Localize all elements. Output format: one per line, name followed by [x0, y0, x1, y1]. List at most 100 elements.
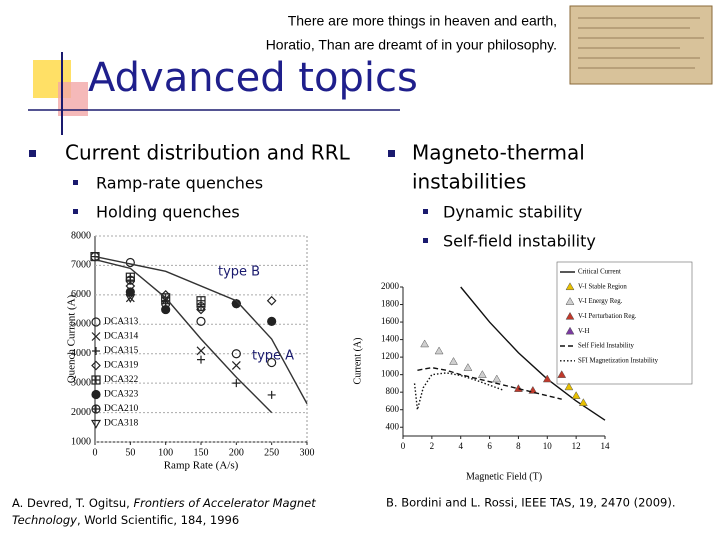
- marker: [571, 391, 581, 399]
- marker-part: [90, 419, 102, 429]
- marker: [125, 287, 135, 297]
- marker: [266, 295, 277, 306]
- annotation: type B: [218, 265, 260, 280]
- marker-part: [571, 391, 581, 399]
- marker-part: [266, 295, 277, 306]
- marker-part: [565, 282, 575, 291]
- series-line: [94, 258, 273, 414]
- y-tick-label: 1600: [381, 316, 400, 326]
- legend-label: DCA315: [104, 346, 139, 356]
- marker-part: [161, 299, 170, 308]
- caption-part: A. Devred, T. Ogitsu,: [12, 496, 134, 510]
- series-line: [417, 366, 562, 400]
- manuscript-lines: [578, 17, 704, 69]
- marker: [542, 374, 552, 383]
- x-tick-label: 250: [264, 447, 279, 458]
- y-tick-label: 6000: [71, 289, 91, 300]
- marker-part: [542, 374, 552, 383]
- legend-label: SFI Magnetization Instability: [578, 357, 659, 364]
- marker-part: [126, 276, 135, 285]
- y-tick-label: 7000: [71, 260, 91, 271]
- marker: [513, 384, 523, 392]
- marker: [90, 419, 102, 429]
- marker: [91, 389, 101, 400]
- bullet: [73, 209, 78, 214]
- marker-part: [92, 376, 100, 384]
- marker-part: [565, 297, 575, 305]
- marker: [125, 257, 135, 268]
- x-axis-label: Ramp Rate (A/s): [164, 460, 239, 472]
- marker-part: [434, 346, 444, 355]
- y-tick-label: 800: [386, 386, 400, 396]
- legend-label: DCA313: [104, 317, 139, 327]
- marker: [91, 404, 101, 414]
- legend-label: V-I Stable Region: [578, 283, 627, 290]
- marker: [449, 356, 458, 365]
- marker: [91, 375, 101, 385]
- marker-part: [231, 299, 241, 309]
- legend-label: DCA318: [104, 419, 139, 429]
- y-tick-label: 1800: [381, 299, 400, 309]
- marker-part: [232, 379, 241, 388]
- y-tick-label: 3000: [71, 377, 91, 388]
- x-tick-label: 200: [229, 447, 244, 458]
- marker-part: [92, 347, 100, 355]
- x-tick-label: 4: [458, 441, 463, 451]
- y-axis-label: Current (A): [352, 338, 363, 385]
- marker: [267, 316, 277, 326]
- x-tick-label: 14: [601, 441, 611, 451]
- marker-part: [477, 370, 487, 378]
- y-tick-label: 400: [386, 421, 400, 431]
- marker: [578, 398, 588, 406]
- marker-part: [92, 405, 100, 413]
- marker: [91, 360, 101, 371]
- x-tick-label: 10: [543, 441, 553, 451]
- marker-part: [125, 257, 135, 268]
- marker: [232, 379, 241, 388]
- caption-part: , World Scientific, 184, 1996: [77, 513, 239, 527]
- x-tick-label: 8: [516, 441, 521, 451]
- marker-part: [231, 361, 241, 370]
- marker: [492, 374, 502, 383]
- y-tick-label: 8000: [71, 230, 91, 241]
- bullet-text: Current distribution and RRL: [65, 141, 351, 165]
- legend-label: Critical Current: [578, 269, 621, 276]
- marker-part: [267, 390, 276, 399]
- y-tick-label: 2000: [71, 407, 91, 418]
- caption: A. Devred, T. Ogitsu, Frontiers of Accel…: [12, 496, 316, 510]
- series-line: [94, 255, 308, 405]
- marker-part: [267, 357, 277, 368]
- marker: [196, 302, 206, 312]
- legend-box: [556, 261, 693, 385]
- bullet: [29, 150, 36, 157]
- legend-label: DCA210: [104, 404, 139, 414]
- y-tick-label: 600: [386, 404, 400, 414]
- marker: [564, 382, 574, 391]
- x-tick-label: 6: [487, 441, 492, 451]
- legend-label: V-I Energy Reg.: [578, 298, 623, 305]
- marker-part: [267, 316, 277, 326]
- quote-line: Horatio, Than are dreamt of in your phil…: [266, 37, 557, 53]
- marker-part: [557, 370, 567, 378]
- caption-part: Frontiers of Accelerator Magnet: [134, 496, 317, 510]
- x-tick-label: 150: [194, 447, 209, 458]
- marker-part: [565, 326, 575, 335]
- marker-part: [565, 311, 575, 320]
- sub-bullet: Dynamic stability: [443, 203, 582, 222]
- marker: [231, 361, 241, 370]
- sub-bullet: Self-field instability: [443, 232, 596, 251]
- marker: [477, 370, 487, 378]
- marker-part: [513, 384, 523, 392]
- bullet-text: instabilities: [412, 170, 526, 194]
- slide-title: Advanced topics: [88, 55, 418, 101]
- caption-part: Technology: [12, 513, 77, 527]
- marker: [231, 299, 241, 309]
- y-tick-label: 1000: [71, 436, 91, 447]
- marker: [557, 370, 567, 378]
- y-axis-label: Quench Current (A): [66, 294, 78, 383]
- manuscript-image: [569, 5, 713, 85]
- bullet: [73, 180, 78, 185]
- marker-part: [196, 346, 206, 356]
